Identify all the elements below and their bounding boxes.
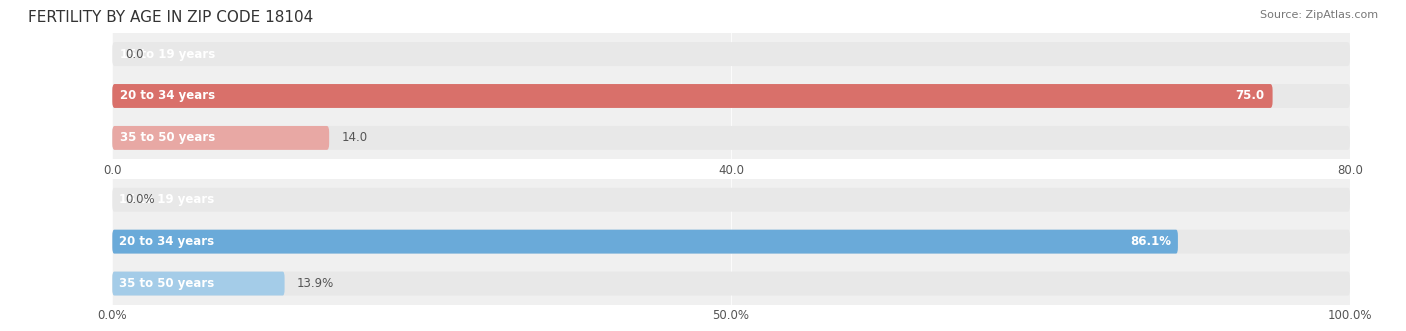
Text: 13.9%: 13.9% [297, 277, 335, 290]
FancyBboxPatch shape [112, 126, 329, 150]
Text: 14.0: 14.0 [342, 131, 367, 144]
FancyBboxPatch shape [112, 42, 1350, 66]
FancyBboxPatch shape [112, 230, 1350, 254]
Text: 20 to 34 years: 20 to 34 years [121, 89, 215, 103]
Text: FERTILITY BY AGE IN ZIP CODE 18104: FERTILITY BY AGE IN ZIP CODE 18104 [28, 10, 314, 25]
Text: 86.1%: 86.1% [1130, 235, 1171, 248]
FancyBboxPatch shape [112, 230, 1178, 254]
Text: 35 to 50 years: 35 to 50 years [118, 277, 214, 290]
Text: 75.0: 75.0 [1236, 89, 1265, 103]
Text: 35 to 50 years: 35 to 50 years [121, 131, 215, 144]
Text: 0.0: 0.0 [125, 48, 143, 61]
FancyBboxPatch shape [112, 84, 1272, 108]
FancyBboxPatch shape [112, 84, 1350, 108]
FancyBboxPatch shape [112, 272, 1350, 296]
Text: 15 to 19 years: 15 to 19 years [121, 48, 215, 61]
Text: 0.0%: 0.0% [125, 193, 155, 206]
FancyBboxPatch shape [112, 126, 1350, 150]
Text: 15 to 19 years: 15 to 19 years [118, 193, 214, 206]
FancyBboxPatch shape [112, 188, 1350, 212]
Text: Source: ZipAtlas.com: Source: ZipAtlas.com [1260, 10, 1378, 20]
Text: 20 to 34 years: 20 to 34 years [118, 235, 214, 248]
FancyBboxPatch shape [112, 272, 284, 296]
